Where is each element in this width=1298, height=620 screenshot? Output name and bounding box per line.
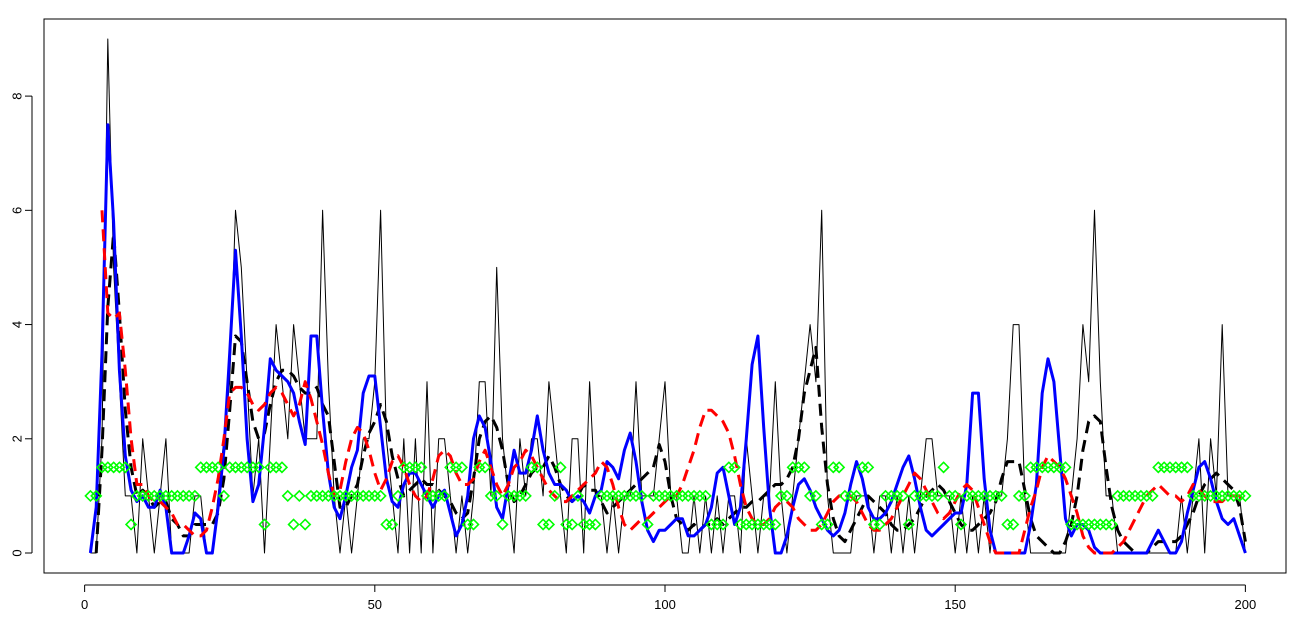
data-point-marker	[188, 489, 202, 503]
data-point-marker	[211, 461, 225, 474]
data-point-marker	[275, 461, 289, 474]
data-point-marker	[716, 518, 730, 531]
data-point-marker	[258, 518, 271, 531]
data-point-marker	[415, 461, 428, 474]
data-point-marker	[1059, 461, 1072, 474]
data-point-marker	[896, 489, 910, 503]
plot-frame	[43, 18, 1287, 574]
data-point-marker	[542, 518, 556, 531]
data-point-marker	[902, 518, 915, 531]
data-point-marker	[519, 489, 532, 503]
x-tick-label: 150	[944, 597, 966, 612]
data-point-marker	[496, 518, 509, 531]
data-point-marker	[1018, 489, 1031, 503]
data-point-marker	[571, 489, 585, 503]
data-point-marker	[995, 489, 1008, 503]
y-tick-label: 2	[9, 435, 24, 442]
data-point-marker	[809, 489, 823, 503]
data-point-marker	[861, 461, 875, 474]
data-point-marker	[217, 489, 231, 503]
data-point-marker	[769, 518, 782, 531]
data-point-marker	[490, 489, 503, 503]
data-point-marker	[252, 461, 265, 474]
data-point-marker	[566, 518, 579, 531]
data-point-marker	[780, 489, 794, 503]
x-tick-label: 50	[368, 597, 382, 612]
data-point-marker	[548, 489, 561, 503]
data-point-marker	[531, 461, 544, 474]
x-tick-label: 0	[81, 597, 88, 612]
y-tick-label: 8	[9, 92, 24, 99]
data-point-marker	[699, 489, 712, 503]
data-point-marker	[1181, 461, 1194, 474]
x-tick-label: 100	[654, 597, 676, 612]
data-point-marker	[1007, 518, 1020, 531]
data-point-marker	[954, 518, 968, 531]
data-point-marker	[299, 518, 312, 531]
data-point-marker	[873, 518, 886, 531]
data-point-marker	[832, 461, 846, 474]
data-point-marker	[90, 489, 103, 503]
data-point-marker	[589, 518, 602, 531]
data-point-marker	[641, 518, 654, 531]
data-point-marker	[635, 489, 648, 503]
data-point-marker	[281, 489, 294, 503]
data-point-marker	[467, 518, 480, 531]
data-point-marker	[1146, 489, 1159, 503]
data-point-marker	[455, 461, 469, 474]
axes-layer: 0 50 100 150 200 0 2 4 6 8	[9, 92, 1256, 612]
data-point-marker	[287, 518, 300, 531]
data-point-marker	[374, 489, 387, 503]
data-point-marker	[438, 489, 451, 503]
data-point-marker	[821, 518, 834, 531]
data-point-marker	[119, 461, 132, 474]
data-point-marker	[1239, 489, 1252, 503]
y-tick-label: 0	[9, 549, 24, 556]
data-point-marker	[937, 461, 950, 474]
data-point-marker	[931, 489, 944, 503]
data-point-marker	[1105, 518, 1119, 531]
series-line-blue	[88, 123, 1247, 555]
y-tick-label: 4	[9, 321, 24, 328]
data-point-marker	[124, 518, 138, 531]
data-point-marker	[949, 489, 962, 503]
data-point-marker	[386, 518, 399, 531]
y-tick-label: 6	[9, 207, 24, 214]
data-point-marker	[728, 461, 741, 474]
data-point-marker	[850, 489, 863, 503]
series-layer	[84, 38, 1252, 555]
data-point-marker	[554, 461, 567, 474]
series-line-observed	[90, 38, 1246, 554]
data-point-marker	[798, 461, 811, 474]
x-tick-label: 200	[1235, 597, 1257, 612]
data-point-marker	[478, 461, 492, 474]
data-point-marker	[391, 489, 405, 503]
data-point-marker	[293, 489, 306, 503]
